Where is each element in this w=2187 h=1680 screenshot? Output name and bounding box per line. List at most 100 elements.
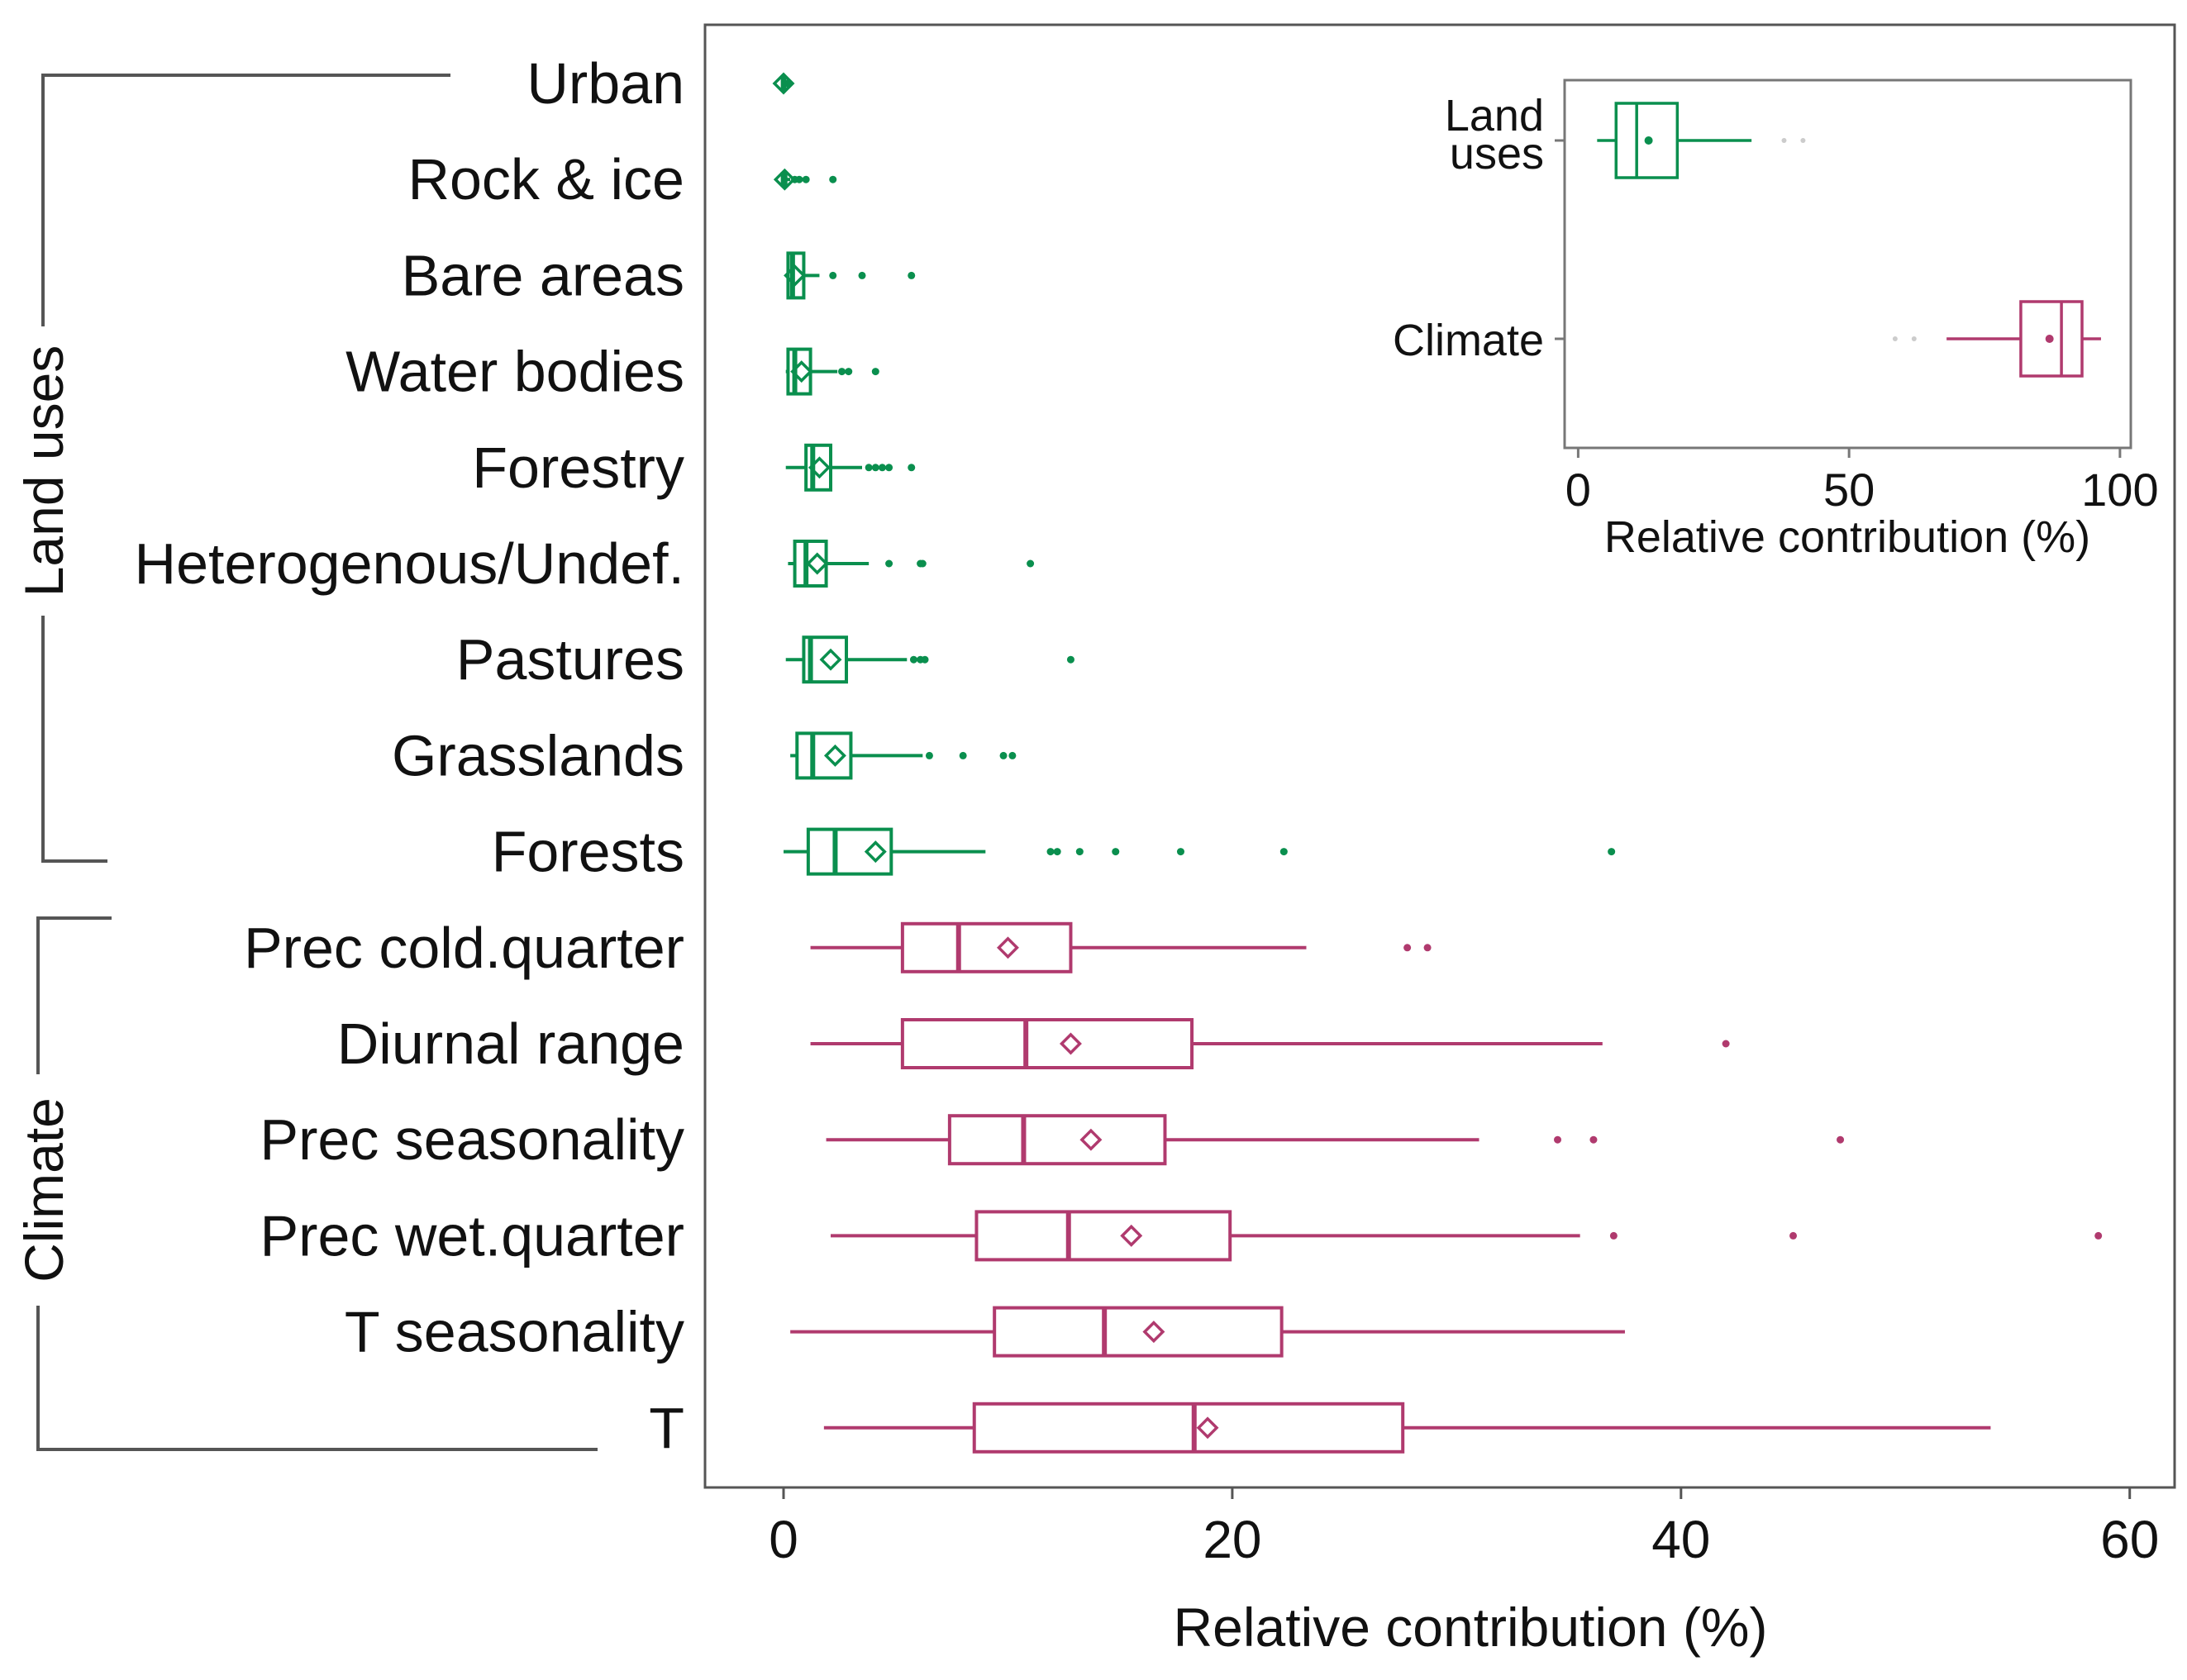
- outlier-grasslands-3: [1008, 751, 1017, 759]
- box-pastures: [785, 635, 1074, 684]
- label-water-bodies: Water bodies: [345, 340, 684, 404]
- inset-x-axis-title: Relative contribution (%): [1604, 512, 2090, 562]
- mean-marker-bare-areas: [784, 264, 807, 287]
- outlier-water-bodies-1: [845, 368, 853, 376]
- label-prec-wet-quarter: Prec wet.quarter: [260, 1203, 684, 1268]
- outlier-prec-seasonality-0: [1554, 1135, 1562, 1144]
- outlier-forests-1: [1053, 848, 1061, 856]
- inset-label-climate: Climate: [1393, 316, 1544, 365]
- outlier-forestry-4: [908, 464, 916, 472]
- outlier-rock-ice-3: [829, 175, 837, 183]
- outlier-grasslands-1: [959, 751, 967, 759]
- outlier-rock-ice-2: [802, 175, 810, 183]
- mean-marker-prec-wet-quarter: [1120, 1224, 1143, 1247]
- mean-marker-pastures: [819, 648, 842, 671]
- iqr-box-prec-seasonality: [947, 1114, 1167, 1166]
- outlier-heterogenous-undef-2: [918, 559, 927, 568]
- inset-iqr-box-land-uses: [1614, 102, 1680, 179]
- inset-label-line-land-uses-0: Land: [1445, 91, 1544, 140]
- main-plot-frame: [703, 23, 2176, 1489]
- outlier-water-bodies-0: [838, 368, 846, 376]
- x-tick-label-40: 40: [1651, 1510, 1710, 1569]
- box-grasslands: [790, 731, 1017, 780]
- inset-label-line-climate-0: Climate: [1393, 316, 1544, 365]
- inset-boxes: [1597, 102, 2101, 378]
- box-t-seasonality: [790, 1306, 1625, 1358]
- outlier-forests-5: [1279, 848, 1288, 856]
- label-bare-areas: Bare areas: [402, 243, 684, 307]
- outlier-heterogenous-undef-0: [885, 559, 893, 568]
- x-tick-label-20: 20: [1203, 1510, 1261, 1569]
- outlier-water-bodies-2: [871, 368, 879, 376]
- inset-mean-marker-climate: [2045, 335, 2054, 343]
- inset-category-labels: Land uses Climate: [1393, 91, 1565, 365]
- x-tick-label-60: 60: [2100, 1510, 2159, 1569]
- inset-iqr-box-climate: [2019, 300, 2084, 378]
- box-prec-wet-quarter: [831, 1210, 2103, 1262]
- outlier-bare-areas-2: [908, 271, 916, 279]
- outlier-prec-wet-quarter-2: [2094, 1231, 2103, 1240]
- iqr-box-grasslands: [795, 731, 853, 780]
- iqr-box-heterogenous-undef: [793, 540, 828, 588]
- outlier-prec-seasonality-1: [1589, 1135, 1598, 1144]
- iqr-box-t: [972, 1402, 1405, 1454]
- label-t-seasonality: T seasonality: [345, 1300, 684, 1364]
- outlier-grasslands-0: [925, 751, 933, 759]
- inset-label-line-land-uses-1: uses: [1450, 129, 1544, 178]
- outlier-prec-cold-quarter-1: [1423, 944, 1432, 952]
- inset-outlier-land-uses-0: [1781, 138, 1787, 143]
- inset-x-tick-label-100: 100: [2081, 464, 2158, 516]
- outlier-prec-wet-quarter-0: [1609, 1231, 1618, 1240]
- mean-marker-t: [1196, 1416, 1219, 1440]
- group-brackets: Land uses Climate: [7, 74, 598, 1451]
- main-x-axis-title: Relative contribution (%): [1174, 1597, 1768, 1658]
- box-forestry: [785, 443, 916, 492]
- box-forests: [784, 827, 1616, 876]
- outlier-urban-0: [783, 79, 791, 88]
- label-heterogenous-undef: Heterogenous/Undef.: [135, 531, 684, 596]
- outlier-forests-3: [1112, 848, 1120, 856]
- group-label-climate: Climate: [13, 1097, 74, 1283]
- box-diurnal-range: [810, 1018, 1730, 1069]
- box-rock-ice: [773, 168, 837, 191]
- box-prec-seasonality: [826, 1114, 1845, 1166]
- land-uses-bracket: [41, 74, 450, 863]
- outlier-pastures-2: [921, 655, 929, 664]
- inset-box-land-uses: [1597, 102, 1806, 179]
- mean-marker-heterogenous-undef: [806, 552, 829, 575]
- iqr-box-forestry: [804, 443, 833, 492]
- label-forests: Forests: [492, 820, 684, 884]
- iqr-box-pastures: [802, 635, 849, 684]
- label-diurnal-range: Diurnal range: [337, 1011, 684, 1076]
- mean-marker-urban: [772, 72, 795, 95]
- label-forestry: Forestry: [472, 435, 684, 500]
- inset-box-climate: [1892, 300, 2101, 378]
- mean-marker-water-bodies: [790, 360, 813, 383]
- mean-marker-prec-cold-quarter: [996, 936, 1019, 959]
- inset-x-axis: 0 50 100: [1565, 448, 2159, 516]
- outlier-heterogenous-undef-3: [1027, 559, 1035, 568]
- iqr-box-forests: [806, 827, 893, 876]
- label-urban: Urban: [526, 51, 684, 116]
- box-prec-cold-quarter: [810, 921, 1432, 973]
- box-urban: [772, 72, 795, 95]
- mean-marker-grasslands: [823, 744, 846, 767]
- outlier-forestry-2: [878, 464, 886, 472]
- iqr-box-t-seasonality: [993, 1306, 1284, 1358]
- x-tick-label-0: 0: [769, 1510, 798, 1569]
- mean-marker-diurnal-range: [1059, 1032, 1082, 1055]
- outlier-forestry-1: [871, 464, 879, 472]
- label-rock-ice: Rock & ice: [407, 147, 684, 212]
- inset-x-tick-label-0: 0: [1565, 464, 1591, 516]
- inset-label-land-uses: Land uses: [1445, 91, 1544, 178]
- outlier-prec-seasonality-2: [1837, 1135, 1845, 1144]
- outlier-diurnal-range-0: [1722, 1040, 1730, 1048]
- inset-plot-frame: [1563, 79, 2132, 450]
- climate-bracket: [36, 916, 598, 1451]
- outlier-prec-wet-quarter-1: [1789, 1231, 1798, 1240]
- outlier-forestry-3: [885, 464, 893, 472]
- mean-marker-prec-seasonality: [1079, 1128, 1103, 1151]
- category-labels: Urban Rock & ice Bare areas Water bodies For…: [135, 51, 684, 1460]
- label-grasslands: Grasslands: [392, 723, 684, 788]
